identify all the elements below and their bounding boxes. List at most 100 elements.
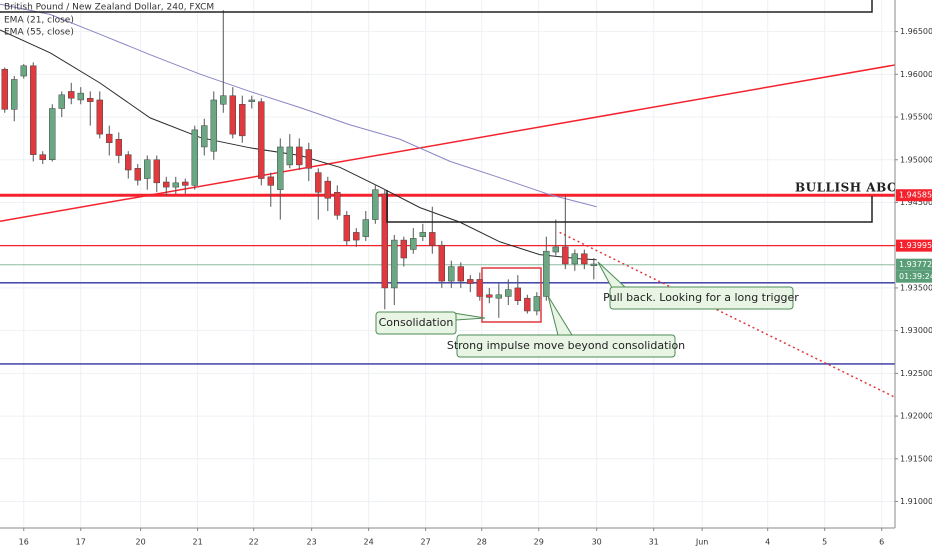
candle-body — [353, 232, 360, 241]
y-tick-label: 1.95500 — [900, 113, 932, 122]
candle-body — [571, 253, 579, 265]
x-tick-label: 4 — [765, 538, 770, 547]
y-tick-label: 1.96500 — [900, 27, 932, 36]
candle-body — [400, 239, 407, 259]
candle-body — [429, 232, 436, 246]
candle-body — [495, 294, 503, 299]
candle-body — [448, 266, 455, 282]
candle-body — [191, 129, 198, 186]
candle-body — [524, 297, 531, 312]
candle-body — [30, 65, 37, 155]
legend-entry: EMA (21, close) — [4, 16, 74, 26]
candle-body — [277, 146, 284, 190]
candle-body — [49, 108, 56, 161]
candle-body — [533, 296, 541, 312]
price-tag — [896, 239, 932, 252]
box-top — [0, 0, 873, 13]
x-tick-label: 31 — [649, 538, 659, 547]
candle-body — [96, 99, 103, 135]
countdown-tag — [896, 270, 932, 283]
candle-body — [334, 191, 341, 216]
candle-body — [324, 180, 331, 199]
candle-body — [505, 289, 512, 297]
annotation: Consolidation — [379, 316, 454, 329]
x-tick-label: 6 — [879, 538, 884, 547]
candle-body — [305, 149, 312, 169]
candle-body — [381, 193, 388, 289]
candle-body — [590, 263, 598, 266]
candle-body — [486, 294, 493, 298]
candle-body — [153, 159, 160, 184]
candle-body — [210, 99, 217, 152]
candle-body — [115, 139, 122, 156]
candle-body — [562, 246, 569, 265]
ema-line — [0, 3, 597, 208]
candle-body — [543, 250, 550, 297]
countdown: 01:39:24 — [899, 272, 932, 281]
candle-body — [220, 95, 227, 105]
axes: 1.91000 1.91500 1.92000 1.92500 1.93000 1.935… — [19, 27, 932, 547]
candle-body — [267, 176, 274, 186]
candle-body — [315, 172, 322, 193]
y-tick-label: 1.92000 — [900, 412, 932, 421]
price-tag-label: 1.94585 — [899, 191, 932, 200]
candle-body — [457, 266, 464, 282]
callout — [375, 311, 457, 335]
candle-body — [87, 98, 94, 102]
chart-title: British Pound / New Zealand Dollar, 240,… — [4, 3, 214, 13]
y-tick-label: 1.94500 — [900, 198, 932, 207]
candle-body — [239, 103, 246, 137]
candle-body — [77, 92, 84, 101]
x-tick-label: 5 — [822, 538, 827, 547]
candle-body — [467, 279, 474, 284]
candle-body — [201, 125, 208, 148]
candle-body — [134, 168, 141, 181]
y-tick-label: 1.93500 — [900, 283, 932, 292]
annotation: BULLISH ABOVE — [795, 181, 917, 195]
candle-body — [372, 189, 379, 220]
candle-body — [144, 159, 151, 179]
annotation: Pull back. Looking for a long trigger — [603, 291, 799, 304]
candle-body — [419, 232, 426, 237]
candle-body — [410, 238, 417, 250]
y-tick-label: 1.91500 — [900, 454, 932, 463]
legend-entry: EMA (55, close) — [4, 28, 74, 38]
trendline — [0, 64, 896, 223]
y-tick-label: 1.93000 — [900, 326, 932, 335]
price-tag-label: 1.93995 — [899, 241, 932, 250]
trendline — [559, 231, 896, 398]
candle-body — [552, 246, 560, 253]
y-tick-label: 1.95000 — [900, 155, 932, 164]
x-tick-label: 23 — [307, 538, 317, 547]
candle-body — [438, 244, 445, 282]
x-tick-label: Jun — [695, 538, 709, 547]
candle-body — [296, 146, 303, 166]
x-tick-label: 24 — [364, 538, 374, 547]
callout — [609, 286, 794, 310]
annotation: Strong impulse move beyond consolidation — [447, 339, 685, 352]
candle-body — [39, 154, 46, 161]
x-tick-label: 22 — [249, 538, 259, 547]
callout — [456, 334, 676, 358]
candle-body — [172, 182, 179, 188]
candle-body — [391, 239, 398, 289]
candle-body — [125, 154, 132, 171]
consolidation-box — [481, 267, 542, 323]
price-tag — [896, 189, 932, 202]
candle-body — [58, 94, 65, 109]
plot — [0, 3, 896, 398]
candle-body — [106, 133, 113, 143]
candle-body — [343, 215, 350, 242]
candle-body — [362, 219, 369, 237]
x-tick-label: 30 — [592, 538, 602, 547]
candle-body — [248, 99, 255, 102]
candle-body — [258, 101, 265, 179]
candle-body — [163, 181, 170, 188]
x-tick-label: 27 — [421, 538, 431, 547]
candle-body — [1, 68, 8, 110]
y-tick-label: 1.96000 — [900, 70, 932, 79]
candle-body — [229, 95, 236, 135]
x-tick-label: 21 — [193, 538, 203, 547]
candle-body — [286, 146, 293, 166]
